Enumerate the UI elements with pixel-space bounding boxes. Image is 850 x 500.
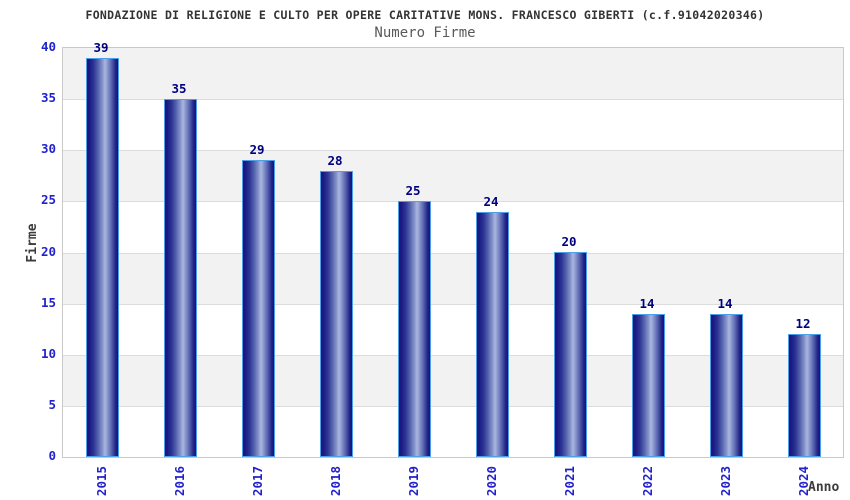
bar-value-label: 20 [561,234,577,249]
y-tick-label: 15 [40,295,56,310]
x-tick-label: 2020 [484,465,499,497]
bar-value-label: 29 [249,142,265,157]
y-tick-label: 20 [40,244,56,259]
chart-subtitle: Numero Firme [374,25,476,41]
y-tick-label: 10 [40,346,56,361]
bar [632,314,665,457]
bar [476,212,509,457]
bar-value-label: 39 [93,40,109,55]
bar-value-label: 12 [795,316,811,331]
plot-band [63,48,843,100]
bar [554,252,587,457]
bar [320,171,353,457]
y-axis-title: Firme [25,223,40,263]
chart-title: FONDAZIONE DI RELIGIONE E CULTO PER OPER… [85,8,765,22]
gridline [63,252,843,254]
gridline [63,303,843,305]
x-tick-label: 2018 [328,465,343,497]
y-tick-label: 5 [48,397,56,412]
bar [242,160,275,457]
bar-value-label: 28 [327,153,343,168]
x-tick-label: 2015 [94,465,109,497]
bar [398,201,431,457]
bar-value-label: 24 [483,194,499,209]
plot-area [62,47,844,458]
bar [164,99,197,457]
y-tick-label: 35 [40,90,56,105]
bar-value-label: 14 [639,296,655,311]
gridline [63,354,843,356]
bar [86,58,119,457]
bar [710,314,743,457]
x-tick-label: 2016 [172,465,187,497]
x-tick-label: 2019 [406,465,421,497]
x-tick-label: 2017 [250,465,265,497]
x-tick-label: 2022 [640,465,655,497]
bar-value-label: 14 [717,296,733,311]
y-tick-label: 0 [48,448,56,463]
gridline [63,201,843,203]
x-tick-label: 2023 [718,465,733,497]
bar [788,334,821,457]
gridline [63,405,843,407]
gridline [63,150,843,152]
bar-value-label: 25 [405,183,421,198]
x-tick-label: 2021 [562,465,577,497]
y-tick-label: 40 [40,39,56,54]
y-tick-label: 30 [40,141,56,156]
gridline [63,99,843,101]
y-tick-label: 25 [40,192,56,207]
x-axis-title: Anno [808,480,840,495]
bar-value-label: 35 [171,81,187,96]
